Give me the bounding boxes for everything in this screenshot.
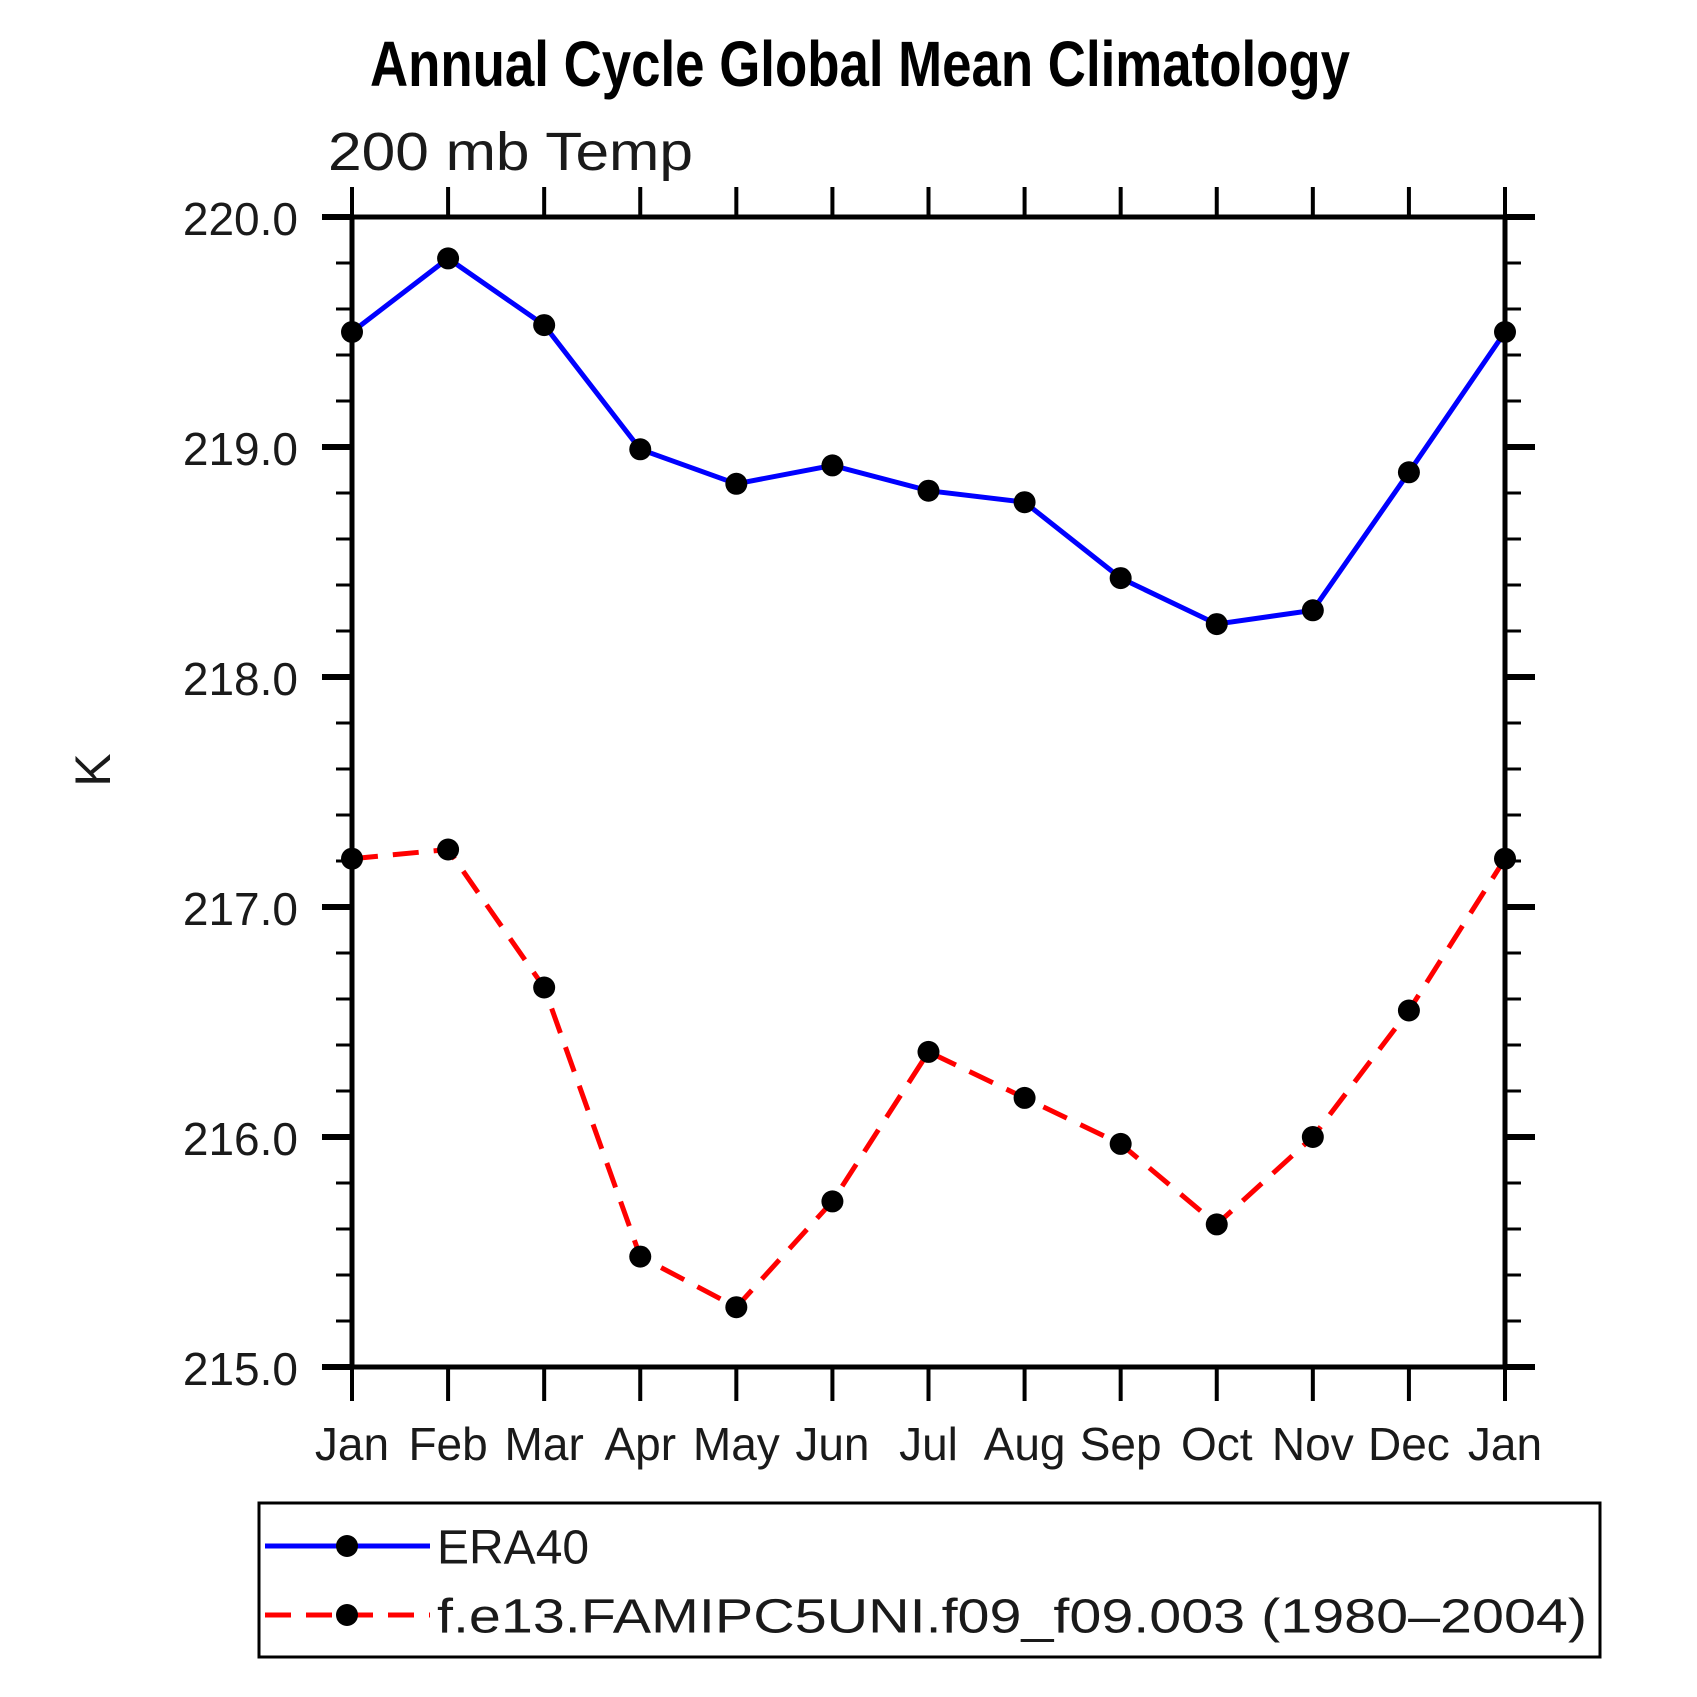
data-point-marker bbox=[629, 438, 652, 461]
x-tick-label: Apr bbox=[604, 1418, 676, 1470]
data-point-marker bbox=[341, 847, 363, 870]
x-tick-label: Mar bbox=[505, 1418, 584, 1470]
chart-subtitle: 200 mb Temp bbox=[328, 122, 693, 182]
data-point-marker bbox=[821, 454, 844, 477]
legend-marker bbox=[336, 1535, 358, 1557]
data-point-marker bbox=[1397, 461, 1420, 484]
axis-tick-labels: Jan Feb Mar Apr May Jun Jul Aug Sep Oct Nov Dec Jan 2… bbox=[183, 193, 1542, 1470]
y-tick-label: 217.0 bbox=[183, 883, 298, 935]
x-tick-label: Sep bbox=[1080, 1418, 1162, 1470]
y-tick-label: 216.0 bbox=[183, 1113, 298, 1165]
data-point-marker bbox=[629, 1245, 652, 1268]
chart-title: Annual Cycle Global Mean Climatology bbox=[370, 28, 1350, 100]
data-point-marker bbox=[533, 976, 556, 999]
data-point-marker bbox=[1494, 321, 1516, 343]
data-point-marker bbox=[1301, 599, 1324, 622]
y-tick-label: 215.0 bbox=[183, 1343, 298, 1395]
y-tick-label: 218.0 bbox=[183, 653, 298, 705]
legend-marker bbox=[336, 1604, 358, 1626]
x-tick-label: Aug bbox=[984, 1418, 1066, 1470]
data-point-marker bbox=[1494, 847, 1516, 870]
data-point-marker bbox=[917, 1040, 940, 1063]
data-point-marker bbox=[1205, 613, 1228, 636]
x-tick-label: Dec bbox=[1368, 1418, 1450, 1470]
data-point-marker bbox=[1013, 1086, 1036, 1109]
legend-label: f.e13.FAMIPC5UNI.f09_f09.003 (1980–2004) bbox=[437, 1591, 1587, 1644]
axis-ticks bbox=[322, 187, 1535, 1401]
legend: ERA40 f.e13.FAMIPC5UNI.f09_f09.003 (1980–… bbox=[257, 1501, 1602, 1659]
x-tick-label: May bbox=[693, 1418, 780, 1470]
legend-label: ERA40 bbox=[437, 1522, 589, 1575]
y-axis-label: K bbox=[65, 753, 121, 786]
data-point-marker bbox=[1013, 491, 1036, 514]
data-point-marker bbox=[437, 838, 460, 861]
data-point-marker bbox=[1301, 1126, 1324, 1148]
series-line-model bbox=[351, 846, 1508, 1311]
data-point-marker bbox=[1109, 1132, 1132, 1155]
y-tick-label: 220.0 bbox=[183, 193, 298, 245]
x-tick-label: Feb bbox=[408, 1418, 487, 1470]
data-point-marker bbox=[725, 472, 748, 495]
data-point-marker bbox=[821, 1190, 844, 1213]
data-point-marker bbox=[917, 479, 940, 502]
x-tick-label: Oct bbox=[1181, 1418, 1253, 1470]
data-series bbox=[341, 247, 1516, 1319]
x-tick-label: Jan bbox=[1468, 1418, 1542, 1470]
y-tick-label: 219.0 bbox=[183, 423, 298, 475]
x-tick-label: Jun bbox=[795, 1418, 869, 1470]
data-point-marker bbox=[1205, 1213, 1228, 1236]
legend-box bbox=[257, 1501, 1602, 1659]
data-point-marker bbox=[725, 1296, 748, 1319]
plot-frame bbox=[349, 214, 1508, 1370]
x-tick-label: Jan bbox=[315, 1418, 389, 1470]
data-point-marker bbox=[533, 314, 556, 337]
data-point-marker bbox=[1109, 567, 1132, 590]
data-point-marker bbox=[341, 321, 363, 343]
data-point-marker bbox=[437, 247, 460, 270]
x-tick-label: Jul bbox=[899, 1418, 958, 1470]
x-tick-label: Nov bbox=[1272, 1418, 1354, 1470]
data-point-marker bbox=[1397, 999, 1420, 1022]
series-line-era40 bbox=[350, 255, 1508, 627]
